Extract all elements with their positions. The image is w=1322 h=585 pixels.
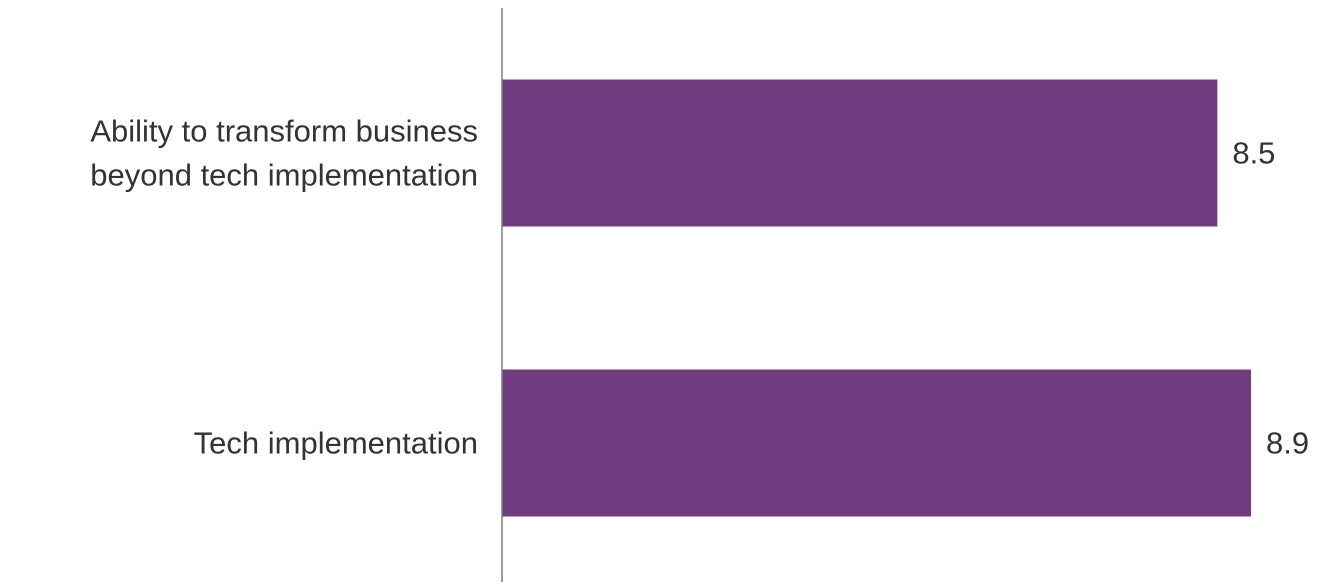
category-label-line: Tech implementation [194,426,478,461]
data-label-2: 8.9 [1266,426,1309,461]
bar-1 [502,79,1218,227]
category-labels-group: Ability to transform business beyond tech… [90,114,478,461]
bar-2 [502,369,1251,517]
category-label-1: Ability to transform business beyond tech… [90,114,478,193]
bars-group [502,79,1251,517]
category-label-line: beyond tech implementation [90,158,478,193]
data-label-1: 8.5 [1232,136,1275,171]
category-label-line: Ability to transform business [90,114,478,149]
value-labels-group: 8.5 8.9 [1232,136,1309,461]
category-label-2: Tech implementation [194,426,478,461]
